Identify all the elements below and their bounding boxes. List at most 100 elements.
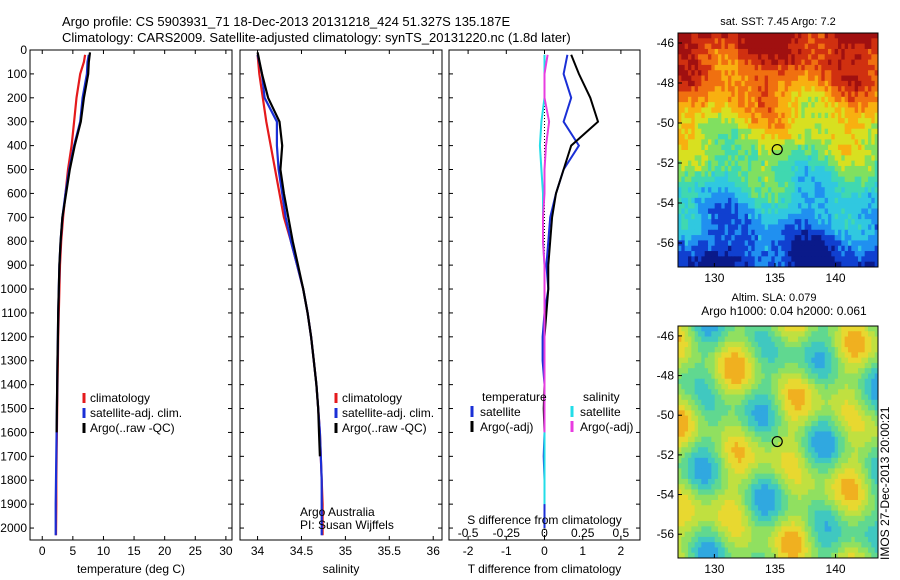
map-cell <box>851 410 856 417</box>
map-cell <box>801 468 806 475</box>
map-cell <box>778 59 782 66</box>
map-cell <box>758 447 762 453</box>
map-cell <box>791 410 796 417</box>
map-cell <box>864 389 869 395</box>
map-cell <box>794 197 799 204</box>
map-cell <box>718 54 722 60</box>
map-cell <box>734 197 739 204</box>
map-cell <box>831 64 836 71</box>
map-cell <box>781 256 786 263</box>
map-cell <box>701 86 706 92</box>
map-cell <box>858 134 862 140</box>
map-cell <box>761 357 766 364</box>
map-cell <box>764 91 769 98</box>
map-cell <box>681 494 686 501</box>
map-cell <box>808 494 812 501</box>
map-cell <box>804 224 809 231</box>
map-cell <box>764 80 769 87</box>
map-cell <box>721 38 726 45</box>
map-cell <box>744 235 749 241</box>
map-cell <box>824 102 829 108</box>
map-cell <box>764 463 769 469</box>
map-cell <box>704 80 709 87</box>
map-cell <box>738 187 742 193</box>
map-cell <box>861 457 866 464</box>
map-cell <box>758 171 762 177</box>
map-cell <box>868 478 872 485</box>
map-cell <box>831 484 836 490</box>
map-cell <box>788 410 792 417</box>
map-cell <box>821 405 826 411</box>
map-cell <box>718 192 722 199</box>
map-cell <box>874 478 879 485</box>
map-cell <box>704 176 709 183</box>
map-cell <box>741 261 746 268</box>
map-cell <box>754 96 759 103</box>
map-cell <box>871 75 876 82</box>
map-cell <box>841 436 846 443</box>
map-cell <box>821 118 826 124</box>
map-cell <box>728 213 732 220</box>
map-cell <box>701 447 706 453</box>
map-cell <box>714 468 719 475</box>
map-cell <box>874 405 879 411</box>
map-cell <box>684 261 689 268</box>
map-cell <box>678 155 682 162</box>
map-cell <box>838 192 842 199</box>
map-cell <box>858 251 862 257</box>
map-cell <box>681 442 686 448</box>
map-cell <box>684 452 689 459</box>
map-cell <box>731 102 736 108</box>
map-cell <box>841 102 846 108</box>
map-cell <box>761 489 766 496</box>
map-cell <box>724 347 729 353</box>
map-cell <box>824 203 829 209</box>
map-cell <box>758 426 762 432</box>
map-cell <box>811 144 816 151</box>
map-cell <box>838 70 842 76</box>
map-cell <box>821 261 826 268</box>
map-cell <box>684 134 689 140</box>
map-cell <box>844 484 849 490</box>
map-cell <box>684 410 689 417</box>
map-cell <box>771 197 776 204</box>
map-cell <box>718 176 722 183</box>
map-cell <box>691 213 696 220</box>
map-cell <box>701 96 706 103</box>
map-cell <box>808 399 812 406</box>
map-cell <box>864 112 869 119</box>
map-cell <box>781 410 786 417</box>
map-cell <box>704 208 709 215</box>
map-cell <box>711 245 716 252</box>
map-cell <box>764 468 769 475</box>
map-cell <box>704 326 709 332</box>
map-cell <box>731 33 736 39</box>
map-cell <box>691 478 696 485</box>
map-cell <box>818 139 822 146</box>
map-cell <box>751 378 756 385</box>
map-cell <box>678 410 682 417</box>
map-cell <box>764 224 769 231</box>
map-cell <box>871 139 876 146</box>
map-cell <box>848 235 852 241</box>
map-cell <box>858 468 862 475</box>
map-cell <box>824 224 829 231</box>
map-cell <box>718 399 722 406</box>
map-cell <box>731 489 736 496</box>
map-cell <box>744 139 749 146</box>
map-cell <box>818 389 822 395</box>
map-cell <box>691 150 696 156</box>
map-cell <box>694 261 699 268</box>
map-cell <box>834 484 839 490</box>
map-cell <box>734 373 739 380</box>
map-cell <box>718 155 722 162</box>
map-cell <box>844 224 849 231</box>
map-cell <box>788 256 792 263</box>
map-cell <box>804 256 809 263</box>
map-cell <box>818 420 822 427</box>
map-cell <box>744 134 749 140</box>
map-cell <box>834 203 839 209</box>
map-cell <box>868 213 872 220</box>
map-cell <box>774 357 779 364</box>
map-cell <box>848 336 852 343</box>
